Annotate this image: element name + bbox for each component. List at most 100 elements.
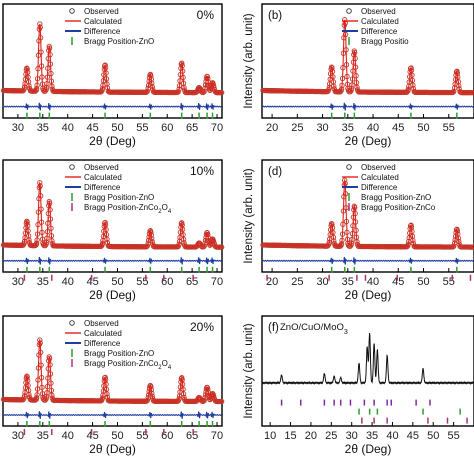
concentration-label: 10%	[190, 164, 214, 178]
plot-frame	[2, 3, 223, 119]
calculated-line	[3, 23, 222, 94]
legend-entry: Calculated	[361, 17, 399, 26]
observed-point	[347, 243, 353, 249]
y-axis-label: Intensity (arb. unit)	[243, 13, 255, 108]
calculated-line	[262, 178, 474, 248]
x-tick-label: 30	[12, 122, 24, 134]
panel-label: (b)	[268, 10, 282, 22]
panel-d: 20 25 30 35 40 45 50 55 2θ (Deg) Intensity (arb. …	[243, 159, 474, 302]
legend-entry: Difference	[361, 27, 398, 36]
calculated-line	[3, 338, 222, 403]
pattern-line	[261, 332, 474, 386]
x-tick-label: 25	[291, 122, 303, 134]
x-tick-label: 65	[186, 122, 198, 134]
x-tick-label: 45	[86, 122, 98, 134]
legend-entry: Difference	[361, 183, 398, 192]
x-tick-label: 70	[211, 122, 223, 134]
difference-line	[2, 256, 222, 265]
calculated-line	[3, 181, 222, 248]
x-axis-label: 2θ (Deg)	[345, 442, 392, 456]
observed-point	[201, 397, 207, 404]
x-tick-label: 30	[12, 430, 24, 442]
x-tick-label: 15	[284, 430, 296, 442]
x-tick-label: 35	[342, 276, 354, 288]
legend-entry: Bragg Position-ZnCo	[361, 203, 436, 212]
calculated-line	[262, 19, 474, 94]
x-tick-label: 30	[316, 122, 328, 134]
legend-observed-symbol	[69, 164, 75, 170]
panel-f: 10 15 20 25 30 35 40 45 50 55 2θ (Deg) Intensity (a…	[243, 315, 474, 456]
x-tick-label: 45	[86, 276, 98, 288]
x-tick-label: 30	[346, 430, 358, 442]
x-tick-label: 70	[211, 430, 223, 442]
legend-observed-symbol	[69, 320, 75, 326]
x-tick-label: 50	[111, 430, 123, 442]
x-tick-label: 55	[447, 430, 459, 442]
x-axis-label: 2θ (Deg)	[345, 288, 392, 302]
x-tick-label: 40	[367, 276, 379, 288]
observed-point	[144, 243, 150, 249]
plot-frame	[2, 159, 223, 273]
concentration-label: 0%	[197, 8, 215, 22]
difference-line	[2, 411, 222, 419]
observed-point	[451, 243, 457, 249]
x-axis-label: 2θ (Deg)	[89, 288, 136, 302]
x-tick-label: 20	[266, 122, 278, 134]
legend-entry: Bragg Position-ZnO	[361, 193, 431, 202]
panel-label: (d)	[268, 166, 282, 178]
x-tick-label: 55	[136, 122, 148, 134]
legend-observed-symbol	[346, 164, 352, 170]
legend-observed-symbol	[346, 8, 352, 14]
observed-point	[42, 397, 48, 403]
observed-point	[201, 88, 207, 95]
legend-entry: Bragg Position-ZnCo2O4	[84, 359, 172, 371]
legend-entry: Observed	[84, 7, 119, 16]
x-tick-label: 55	[136, 276, 148, 288]
legend-entry: Bragg Position-ZnCo2O4	[84, 203, 172, 215]
legend-entry: Bragg Position-ZnO	[84, 37, 154, 46]
x-tick-label: 20	[305, 430, 317, 442]
x-tick-label: 30	[316, 276, 328, 288]
x-tick-label: 30	[12, 276, 24, 288]
observed-point	[42, 242, 48, 249]
x-tick-label: 40	[62, 276, 74, 288]
legend-entry: Bragg Position-ZnO	[84, 193, 154, 202]
x-tick-label: 35	[37, 276, 49, 288]
x-tick-label: 10	[264, 430, 276, 442]
x-tick-label: 25	[325, 430, 337, 442]
x-tick-label: 65	[186, 430, 198, 442]
x-tick-label: 50	[417, 122, 429, 134]
x-axis-label: 2θ (Deg)	[345, 134, 392, 148]
observed-point	[175, 89, 181, 95]
legend-entry: Calculated	[84, 17, 122, 26]
x-tick-label: 60	[161, 430, 173, 442]
plot-frame	[261, 3, 474, 119]
x-tick-label: 40	[386, 430, 398, 442]
observed-point	[144, 88, 150, 95]
plot-frame	[261, 315, 474, 427]
legend-entry: Calculated	[84, 329, 122, 338]
observed-point	[200, 89, 206, 96]
panel-b: 20 25 30 35 40 45 50 55 2θ (Deg) Intensity (arb. …	[243, 3, 474, 148]
panel-e: 30 35 40 45 50 55 60 65 70 2θ (Deg) ObservedCalcul…	[0, 315, 225, 456]
y-axis-label: Intensity (arb. unit)	[243, 323, 255, 418]
observed-point	[42, 88, 48, 94]
x-tick-label: 45	[86, 430, 98, 442]
x-tick-label: 20	[266, 276, 278, 288]
legend-entry: Calculated	[84, 173, 122, 182]
legend-entry: Bragg Position-ZnO	[84, 349, 154, 358]
x-tick-label: 65	[186, 276, 198, 288]
x-tick-label: 35	[37, 430, 49, 442]
x-tick-label: 55	[443, 122, 455, 134]
legend-entry: Bragg Positio	[361, 37, 409, 46]
x-axis-label: 2θ (Deg)	[89, 442, 136, 456]
x-tick-label: 60	[161, 276, 173, 288]
plot-frame	[2, 315, 223, 427]
difference-line	[261, 102, 474, 111]
x-tick-label: 35	[37, 122, 49, 134]
x-tick-label: 45	[392, 122, 404, 134]
x-tick-label: 40	[62, 430, 74, 442]
